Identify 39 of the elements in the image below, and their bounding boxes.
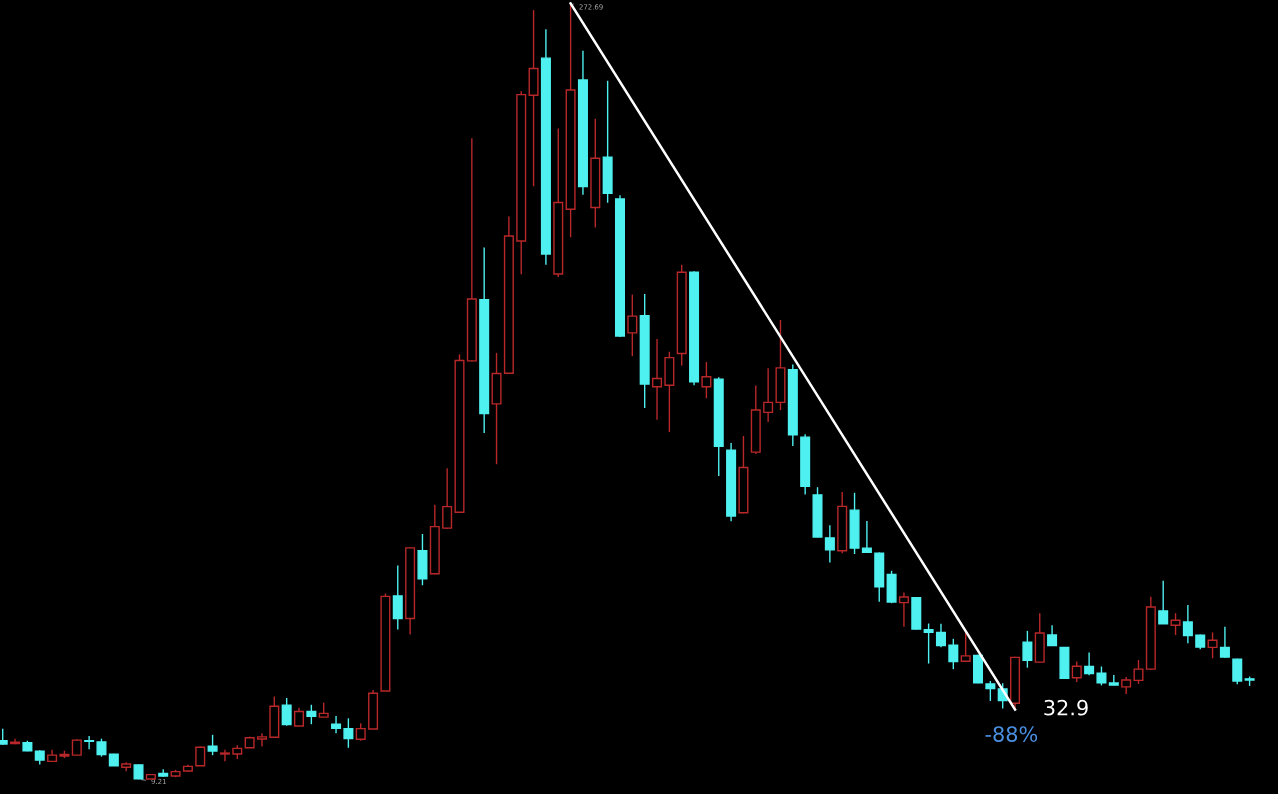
candlestick	[1096, 665, 1107, 687]
candlestick	[1133, 659, 1144, 685]
candlestick	[701, 361, 712, 399]
candlestick	[281, 697, 292, 727]
candlestick	[331, 715, 342, 735]
candlestick	[861, 520, 872, 554]
candlestick	[652, 338, 663, 421]
candlestick	[960, 630, 971, 663]
annotation: -88%	[985, 726, 1038, 742]
candlestick	[392, 564, 403, 631]
candlestick	[1158, 580, 1169, 625]
candlestick	[207, 734, 218, 756]
candlestick	[923, 622, 934, 665]
annotation: 32.9	[1044, 699, 1088, 716]
candlestick	[763, 367, 774, 423]
candlestick	[627, 293, 638, 357]
candlestick	[195, 745, 206, 767]
candlestick	[1207, 631, 1218, 659]
candlestick	[293, 707, 305, 727]
candlestick	[1108, 674, 1119, 687]
candlestick	[1084, 651, 1095, 677]
candlestick	[1071, 660, 1082, 683]
candlestick	[343, 717, 354, 749]
candlestick	[824, 524, 835, 564]
candlestick	[1232, 658, 1243, 685]
candlestick	[1022, 630, 1033, 669]
candlestick	[948, 638, 959, 670]
candlestick	[256, 732, 267, 748]
candlestick	[1170, 612, 1181, 636]
candlestick	[1047, 624, 1058, 647]
candlestick	[306, 704, 317, 725]
candlestick	[219, 749, 230, 763]
candlestick	[84, 735, 95, 750]
candlestick	[1219, 626, 1230, 659]
candlestick	[985, 680, 996, 702]
candlestick	[1182, 604, 1193, 644]
candlestick	[935, 623, 946, 649]
candlestick	[898, 591, 909, 628]
candlestick	[442, 467, 453, 530]
